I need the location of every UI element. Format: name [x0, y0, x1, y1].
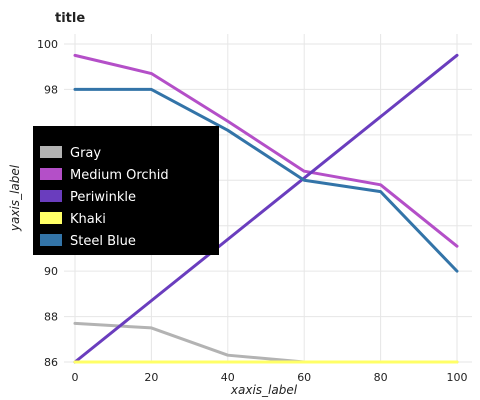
- series-line-steel-blue: [73, 87, 459, 273]
- legend-label-gray: Gray: [70, 146, 101, 161]
- x-tick-label-1: 20: [144, 371, 158, 384]
- y-tick-label-0: 86: [44, 356, 58, 369]
- y-axis-title: yaxis_label: [8, 164, 22, 232]
- legend-label-khaki: Khaki: [70, 212, 106, 227]
- legend-label-steel-blue: Steel Blue: [70, 234, 136, 249]
- legend-swatch-khaki: [40, 212, 62, 224]
- legend-swatch-steel-blue: [40, 234, 62, 246]
- legend-swatch-gray: [40, 146, 62, 158]
- x-tick-label-4: 80: [374, 371, 388, 384]
- y-tick-label-6: 98: [44, 83, 58, 96]
- x-tick-label-5: 100: [447, 371, 468, 384]
- legend-swatch-periwinkle: [40, 190, 62, 202]
- x-tick-label-3: 60: [297, 371, 311, 384]
- y-tick-label-1: 88: [44, 311, 58, 324]
- y-tick-label-2: 90: [44, 265, 58, 278]
- legend-box: [33, 126, 219, 255]
- x-axis-title: xaxis_label: [230, 383, 298, 397]
- legend-label-medium-orchid: Medium Orchid: [70, 168, 169, 183]
- legend-swatch-medium-orchid: [40, 168, 62, 180]
- legend-entries: Gray Medium Orchid Periwinkle Khaki Steel Bl…: [40, 146, 169, 249]
- x-tick-labels: 0 20 40 60 80 100: [72, 371, 468, 384]
- legend: Gray Medium Orchid Periwinkle Khaki Steel Bl…: [33, 126, 219, 255]
- y-tick-label-7: 100: [37, 38, 58, 51]
- x-tick-label-0: 0: [72, 371, 79, 384]
- series-line-periwinkle: [73, 53, 459, 364]
- series-lines: [73, 53, 459, 364]
- legend-label-periwinkle: Periwinkle: [70, 190, 136, 205]
- x-tick-label-2: 40: [221, 371, 235, 384]
- chart-title: title: [55, 11, 85, 26]
- series-line-medium-orchid: [73, 53, 459, 248]
